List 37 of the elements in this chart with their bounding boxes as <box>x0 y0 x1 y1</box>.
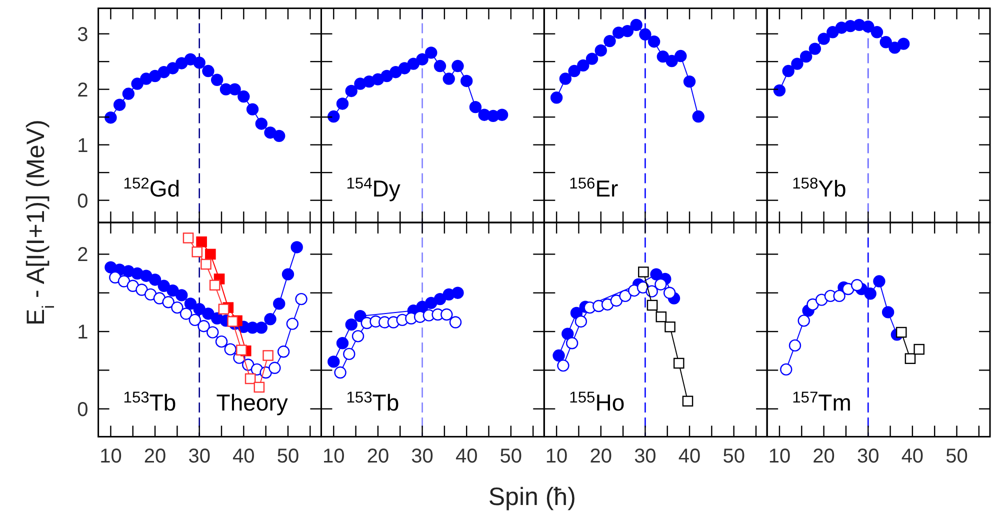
x-axis-title: Spin (ħ) <box>488 483 576 511</box>
annotation: $^{153}$Tb <box>346 389 400 416</box>
x-tick-label: 30 <box>188 446 210 468</box>
x-tick-label: 40 <box>678 446 701 468</box>
x-tick-label: 10 <box>768 446 791 468</box>
annotation: $^{156}$Er <box>569 175 619 202</box>
y-tick-label: 2 <box>77 244 88 266</box>
annotation: $^{153}$Tb <box>123 389 176 416</box>
x-tick-label: 50 <box>722 446 745 468</box>
annotation: $^{152}$Gd <box>123 175 180 202</box>
y-tick-label: 0 <box>77 190 88 212</box>
x-tick-label: 20 <box>144 446 166 468</box>
x-tick-label: 20 <box>590 446 612 468</box>
x-tick-label: 50 <box>500 446 522 468</box>
x-tick-label: 30 <box>856 446 880 468</box>
annotation: $^{154}$Dy <box>346 175 401 202</box>
y-tick-label: 1 <box>77 134 88 157</box>
x-tick-label: 30 <box>634 446 656 468</box>
x-tick-label: 10 <box>545 446 568 468</box>
x-tick-label: 40 <box>232 446 255 468</box>
x-tick-label: 10 <box>322 446 345 468</box>
x-tick-label: 30 <box>411 446 434 468</box>
x-tick-label: 20 <box>812 446 835 468</box>
y-tick-label: 0 <box>77 398 88 421</box>
x-tick-label: 10 <box>100 446 122 468</box>
x-tick-label: 50 <box>276 446 300 468</box>
annotation: Theory <box>216 390 288 416</box>
annotation: $^{158}$Yb <box>792 175 846 202</box>
y-tick-label: 2 <box>77 79 88 102</box>
x-tick-label: 20 <box>366 446 390 468</box>
x-tick-label: 50 <box>946 446 968 468</box>
x-tick-label: 40 <box>455 446 478 468</box>
x-tick-label: 40 <box>901 446 924 468</box>
annotation: $^{155}$Ho <box>569 389 625 416</box>
y-tick-label: 3 <box>77 24 88 46</box>
annotation: $^{157}$Tm <box>792 389 852 416</box>
y-tick-label: 1 <box>77 322 88 344</box>
